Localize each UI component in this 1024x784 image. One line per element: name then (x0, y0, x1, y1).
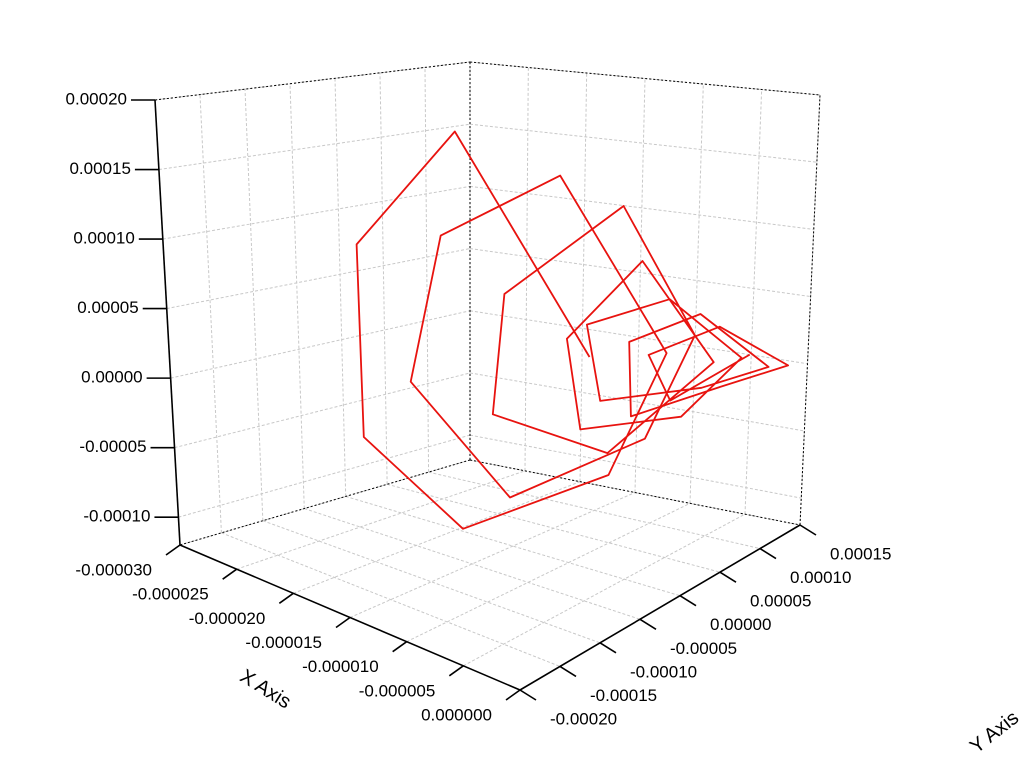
grid-line (689, 83, 704, 504)
grid-line (199, 94, 222, 533)
x-tick (335, 616, 351, 629)
grid-line (469, 123, 817, 163)
grid-line (179, 459, 471, 546)
x-tick-label: -0.000030 (75, 560, 152, 579)
x-tick-label: -0.000005 (359, 681, 436, 700)
box-edge (469, 61, 821, 96)
grid-line (744, 89, 763, 515)
y-tick (719, 571, 737, 583)
y-tick-label: -0.00005 (670, 639, 737, 658)
grid-line (345, 495, 681, 597)
grid-line (799, 94, 821, 526)
z-tick-label: -0.00010 (83, 507, 150, 526)
x-tick (222, 568, 238, 580)
grid-line (244, 89, 264, 521)
grid-line (236, 470, 526, 570)
grid-line (334, 78, 347, 497)
grid-line (170, 310, 471, 379)
z-tick-label: 0.00000 (81, 368, 142, 387)
grid-line (349, 492, 636, 618)
y-tick (639, 618, 657, 630)
grid-line (304, 508, 641, 620)
y-tick-label: -0.00015 (590, 686, 657, 705)
y-axis-title: Y Axis (966, 707, 1023, 758)
x-tick-label: -0.000025 (132, 585, 209, 604)
y-tick (679, 595, 697, 607)
y-tick-label: 0.00015 (830, 544, 891, 563)
x-axis-title: X Axis (236, 665, 295, 713)
z-axis (154, 99, 181, 546)
grid-line (293, 481, 581, 594)
grid-line (634, 78, 646, 493)
y-tick-label: 0.00000 (710, 615, 771, 634)
y-tick-label: -0.00020 (550, 709, 617, 728)
x-tick-label: -0.000020 (189, 609, 266, 628)
grid-line (162, 185, 471, 240)
y-tick (599, 642, 617, 654)
z-tick-label: 0.00015 (69, 159, 130, 178)
x-tick-label: -0.000015 (245, 633, 322, 652)
grid-line (469, 185, 814, 230)
x-tick (278, 592, 294, 604)
grid-line (463, 513, 746, 667)
x-tick (505, 689, 521, 701)
box-edge (469, 459, 801, 526)
y-axis (519, 524, 801, 691)
grid-line (158, 123, 471, 171)
grid-line (289, 83, 305, 509)
grid-line (406, 502, 691, 643)
grid-line (174, 372, 471, 449)
y-tick (799, 524, 817, 536)
grid-line (221, 532, 561, 667)
grid-line (424, 67, 430, 473)
grid-line (166, 248, 471, 310)
x-tick (165, 544, 181, 556)
x-tick-label: 0.000000 (421, 705, 492, 724)
grid-line (579, 72, 588, 482)
trajectory-line (355, 130, 789, 530)
grid-line (387, 483, 721, 573)
z-tick-label: 0.00020 (66, 89, 127, 108)
y-tick-label: -0.00010 (630, 662, 697, 681)
y-tick (759, 547, 777, 560)
y-tick-label: 0.00005 (750, 592, 811, 611)
z-tick-label: 0.00005 (77, 298, 138, 317)
x-tick (392, 641, 408, 653)
x-tick (448, 665, 464, 677)
y-tick-label: 0.00010 (790, 568, 851, 587)
y-tick (559, 665, 577, 678)
y-tick (519, 689, 537, 701)
grid-line (524, 67, 529, 471)
grid-line (428, 471, 761, 550)
grid-line (379, 72, 388, 485)
x-tick-label: -0.000010 (302, 657, 379, 676)
z-tick-label: 0.00010 (73, 229, 134, 248)
grid-line (178, 434, 471, 518)
z-tick-label: -0.00005 (79, 437, 146, 456)
box-edge (154, 61, 471, 101)
